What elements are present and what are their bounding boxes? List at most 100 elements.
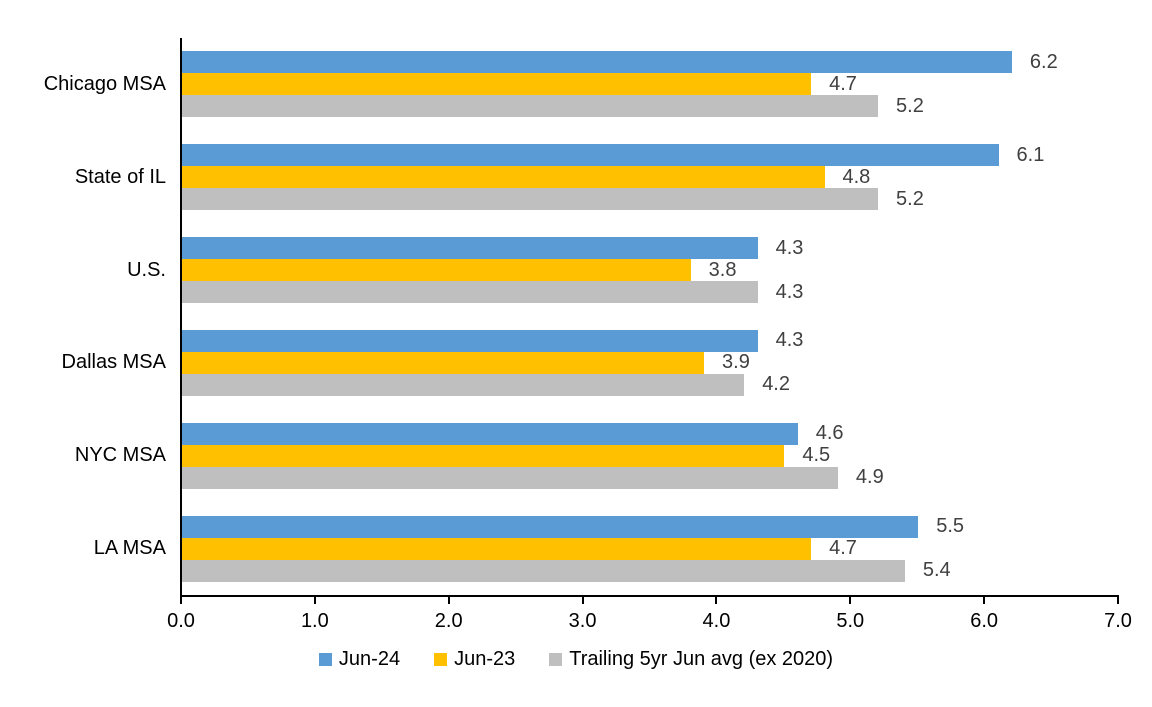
bar-jun-24 bbox=[182, 51, 1012, 74]
legend-item: Jun-24 bbox=[318, 648, 401, 671]
bar-jun-23 bbox=[182, 444, 785, 467]
y-axis-line bbox=[180, 38, 182, 597]
x-tick-label: 3.0 bbox=[568, 610, 597, 632]
x-tick-label: 5.0 bbox=[836, 610, 865, 632]
legend-swatch-icon bbox=[434, 653, 448, 666]
data-label: 5.2 bbox=[896, 94, 924, 117]
x-tick-label: 1.0 bbox=[300, 610, 329, 632]
bar-group: 4.6 4.5 4.9 bbox=[182, 422, 1119, 489]
data-label: 4.7 bbox=[829, 72, 857, 95]
bar-jun-24 bbox=[182, 237, 758, 260]
bar-jun-24 bbox=[182, 515, 919, 538]
legend-label: Jun-23 bbox=[454, 648, 516, 670]
category-label: NYC MSA bbox=[74, 444, 166, 467]
data-label: 3.9 bbox=[722, 351, 750, 374]
x-axis-line bbox=[180, 595, 1119, 597]
category-label: LA MSA bbox=[93, 537, 166, 560]
bar-group: 4.3 3.9 4.2 bbox=[182, 329, 1119, 396]
bar-row: 4.9 bbox=[182, 466, 1119, 489]
legend-swatch-icon bbox=[318, 653, 332, 666]
x-tick-label: 0.0 bbox=[167, 610, 195, 632]
bar-row: 5.5 bbox=[182, 515, 1119, 538]
data-label: 4.9 bbox=[855, 466, 884, 489]
plot-area: Chicago MSA 6.2 4.7 5.2 State of IL 6.1 4.8 5.2… bbox=[0, 38, 1152, 632]
bar-row: 6.1 bbox=[182, 143, 1119, 167]
x-tick-mark bbox=[1117, 597, 1119, 604]
bar-group: 6.1 4.8 5.2 bbox=[182, 143, 1119, 211]
data-label: 4.8 bbox=[842, 165, 871, 188]
category-band: State of IL 6.1 4.8 5.2 bbox=[0, 131, 1152, 224]
data-label: 5.5 bbox=[936, 515, 965, 538]
legend-item: Trailing 5yr Jun avg (ex 2020) bbox=[549, 648, 833, 671]
category-band: U.S. 4.3 3.8 4.3 bbox=[0, 224, 1152, 317]
bar-jun-24 bbox=[182, 422, 798, 445]
bar-jun-24 bbox=[182, 329, 758, 352]
bar-row: 3.9 bbox=[182, 351, 1119, 374]
data-label: 4.7 bbox=[829, 537, 857, 560]
bar-row: 3.8 bbox=[182, 258, 1119, 282]
data-label: 5.4 bbox=[922, 559, 951, 582]
bar-trailing-5yr-jun-avg-ex-2020- bbox=[182, 95, 879, 118]
bar-jun-24 bbox=[182, 144, 999, 167]
category-label: U.S. bbox=[127, 258, 166, 281]
bar-jun-23 bbox=[182, 351, 705, 374]
data-label: 4.2 bbox=[762, 373, 790, 396]
category-label: Chicago MSA bbox=[43, 72, 166, 95]
bar-trailing-5yr-jun-avg-ex-2020- bbox=[182, 188, 879, 211]
bar-row: 4.7 bbox=[182, 537, 1119, 560]
x-tick-label: 4.0 bbox=[702, 610, 731, 632]
bar-row: 4.7 bbox=[182, 72, 1119, 96]
bar-group: 5.5 4.7 5.4 bbox=[182, 515, 1119, 582]
bar-row: 4.6 bbox=[182, 422, 1119, 445]
category-label: Dallas MSA bbox=[61, 351, 166, 374]
category-band: NYC MSA 4.6 4.5 4.9 bbox=[0, 409, 1152, 502]
category-band: LA MSA 5.5 4.7 5.4 bbox=[0, 502, 1152, 595]
x-tick-mark bbox=[983, 597, 986, 604]
chart-legend: Jun-24 Jun-23 Trailing 5yr Jun avg (ex 202… bbox=[0, 648, 1152, 671]
bar-row: 5.4 bbox=[182, 559, 1119, 582]
data-label: 4.5 bbox=[802, 444, 831, 467]
data-label: 4.6 bbox=[815, 422, 844, 445]
legend-label: Trailing 5yr Jun avg (ex 2020) bbox=[569, 648, 834, 670]
data-label: 4.3 bbox=[775, 236, 804, 259]
data-label: 5.2 bbox=[896, 187, 924, 210]
legend-swatch-icon bbox=[549, 653, 563, 666]
bar-row: 4.2 bbox=[182, 373, 1119, 396]
bar-row: 5.2 bbox=[182, 187, 1119, 211]
bar-row: 4.3 bbox=[182, 280, 1119, 304]
x-tick-label: 7.0 bbox=[1104, 610, 1132, 632]
category-label: State of IL bbox=[74, 165, 166, 188]
x-tick-mark bbox=[715, 597, 718, 604]
x-tick-mark bbox=[180, 597, 182, 604]
data-label: 6.2 bbox=[1029, 50, 1058, 73]
bar-row: 4.8 bbox=[182, 165, 1119, 189]
bar-jun-23 bbox=[182, 166, 825, 189]
legend-item: Jun-23 bbox=[434, 648, 515, 671]
category-band: Chicago MSA 6.2 4.7 5.2 bbox=[0, 38, 1152, 131]
bar-jun-23 bbox=[182, 73, 812, 96]
bar-row: 4.5 bbox=[182, 444, 1119, 467]
data-label: 4.3 bbox=[775, 280, 804, 303]
x-tick-mark bbox=[849, 597, 852, 604]
bar-trailing-5yr-jun-avg-ex-2020- bbox=[182, 281, 758, 304]
x-tick-label: 6.0 bbox=[970, 610, 999, 632]
x-tick-mark bbox=[313, 597, 316, 604]
bar-trailing-5yr-jun-avg-ex-2020- bbox=[182, 559, 905, 582]
x-tick-mark bbox=[581, 597, 584, 604]
legend-label: Jun-24 bbox=[338, 648, 401, 670]
bar-row: 6.2 bbox=[182, 50, 1119, 74]
bar-row: 4.3 bbox=[182, 329, 1119, 352]
bar-trailing-5yr-jun-avg-ex-2020- bbox=[182, 373, 745, 396]
data-label: 3.8 bbox=[708, 258, 737, 281]
bar-row: 5.2 bbox=[182, 94, 1119, 118]
category-band: Dallas MSA 4.3 3.9 4.2 bbox=[0, 317, 1152, 410]
bar-trailing-5yr-jun-avg-ex-2020- bbox=[182, 466, 838, 489]
x-tick-mark bbox=[447, 597, 450, 604]
bar-group: 4.3 3.8 4.3 bbox=[182, 236, 1119, 304]
data-label: 6.1 bbox=[1016, 143, 1045, 166]
bar-jun-23 bbox=[182, 259, 691, 282]
data-label: 4.3 bbox=[775, 329, 804, 352]
x-tick-label: 2.0 bbox=[434, 610, 463, 632]
bar-jun-23 bbox=[182, 537, 812, 560]
